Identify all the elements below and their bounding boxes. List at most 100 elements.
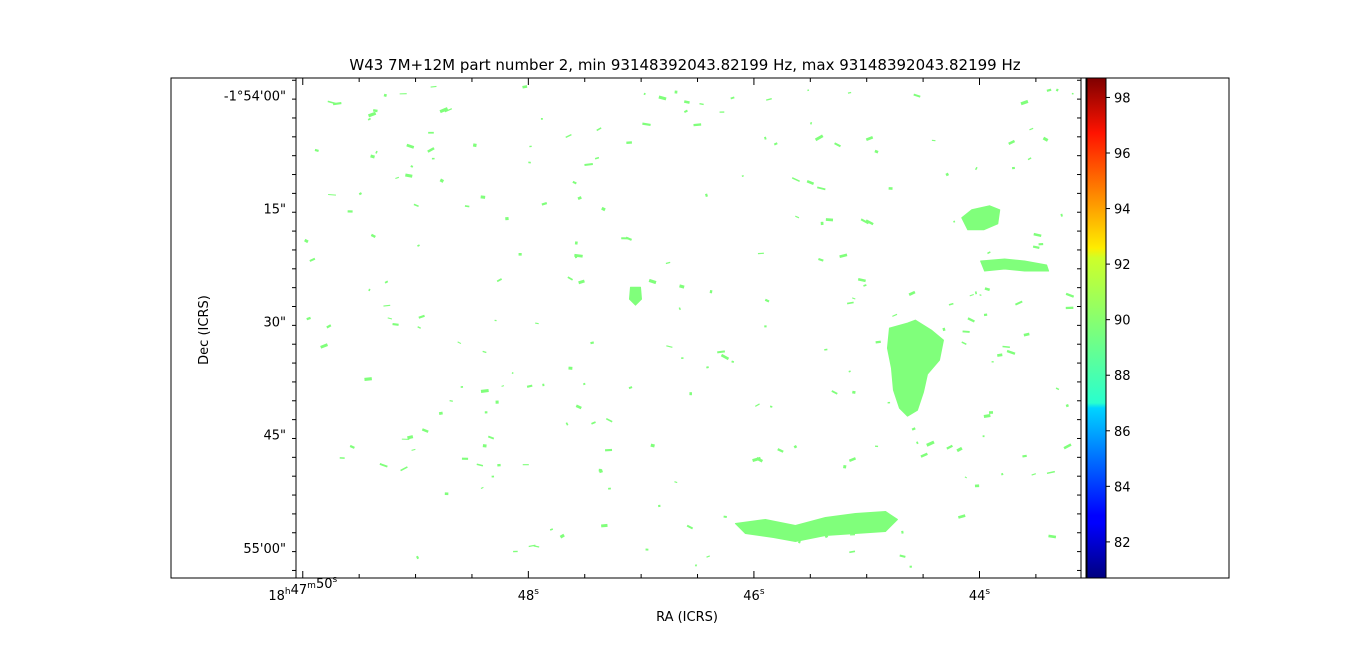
noise-speckle (1048, 534, 1057, 539)
noise-speckle (757, 252, 764, 255)
noise-speckle (839, 253, 848, 258)
image-area (295, 77, 1082, 579)
noise-speckle (1042, 136, 1049, 142)
noise-speckle (961, 341, 967, 345)
noise-speckle (567, 276, 574, 281)
noise-speckle (693, 123, 702, 127)
noise-speckle (824, 348, 828, 351)
noise-speckle (370, 154, 375, 159)
noise-speckle (974, 291, 978, 295)
colorbar-tick-label: 94 (1114, 203, 1131, 218)
noise-speckle (967, 317, 975, 323)
noise-speckle (874, 445, 879, 448)
noise-speckle (974, 166, 978, 171)
noise-speckle (962, 330, 970, 333)
noise-speckle (648, 278, 657, 285)
y-tick-label: 30" (263, 316, 286, 331)
noise-speckle (460, 386, 464, 388)
noise-speckle (416, 555, 420, 560)
noise-speckle (574, 241, 578, 245)
noise-speckle (495, 400, 499, 404)
noise-speckle (529, 145, 532, 148)
noise-speckle (957, 514, 966, 519)
noise-speckle (1046, 88, 1052, 92)
noise-speckle (511, 372, 514, 375)
noise-speckle (601, 523, 608, 528)
noise-speckle (367, 111, 377, 118)
noise-speckle (1022, 454, 1027, 458)
noise-speckle (1008, 139, 1016, 145)
noise-speckle (418, 314, 425, 319)
noise-speckle (370, 233, 376, 239)
source-northeast (961, 205, 1001, 231)
noise-speckle (482, 350, 487, 354)
noise-speckle (379, 463, 388, 468)
noise-speckle (578, 279, 585, 285)
noise-speckle (814, 530, 817, 533)
noise-speckle (1063, 443, 1072, 450)
noise-speckle (843, 464, 847, 469)
noise-speckle (372, 109, 378, 113)
noise-speckle (540, 117, 543, 120)
noise-speckle (704, 193, 708, 197)
noise-speckle (1055, 88, 1059, 92)
noise-speckle (645, 548, 649, 551)
noise-speckle (997, 353, 1003, 357)
noise-speckle (464, 205, 470, 208)
noise-speckle (400, 466, 408, 472)
noise-speckle (392, 323, 399, 326)
noise-speckle (1031, 473, 1037, 476)
noise-speckle (407, 435, 414, 440)
colorbar-tick-label: 86 (1114, 425, 1131, 440)
noise-speckle (887, 401, 891, 404)
noise-speckle (383, 93, 387, 98)
noise-speckle (643, 92, 646, 96)
noise-speckle (814, 134, 824, 142)
colorbar-tick-label: 98 (1114, 91, 1131, 106)
noise-speckle (983, 313, 988, 317)
emission-layer (304, 85, 1075, 568)
noise-speckle (528, 161, 531, 164)
noise-speckle (852, 390, 856, 394)
source-center-small (628, 286, 642, 306)
noise-speckle (948, 302, 954, 306)
noise-speckle (626, 141, 632, 145)
noise-speckle (476, 463, 484, 467)
noise-speckle (694, 564, 698, 567)
noise-speckle (764, 298, 770, 303)
noise-speckle (309, 257, 316, 262)
noise-speckle (1032, 245, 1040, 249)
colorbar-tick-label: 84 (1114, 480, 1131, 495)
noise-speckle (472, 143, 477, 148)
noise-speckle (421, 428, 429, 433)
noise-speckle (480, 195, 486, 199)
noise-speckle (984, 287, 991, 292)
noise-speckle (723, 515, 727, 519)
noise-speckle (874, 149, 879, 154)
noise-speckle (1011, 166, 1015, 170)
noise-speckle (439, 107, 449, 114)
noise-speckle (496, 278, 503, 283)
colorbar-tick-label: 92 (1114, 258, 1131, 273)
noise-speckle (991, 361, 994, 363)
noise-speckle (857, 277, 866, 283)
noise-speckle (428, 131, 434, 134)
noise-speckle (1033, 232, 1042, 237)
noise-speckle (810, 121, 813, 125)
noise-speckle (304, 238, 309, 244)
noise-speckle (848, 370, 851, 373)
noise-speckle (824, 534, 829, 539)
noise-speckle (1065, 306, 1074, 310)
noise-speckle (920, 452, 928, 458)
colorbar-tick-label: 88 (1114, 369, 1131, 384)
noise-speckle (806, 179, 815, 186)
noise-speckle (582, 382, 586, 386)
noise-speckle (773, 142, 778, 146)
noise-speckle (417, 244, 420, 247)
noise-speckle (916, 441, 919, 445)
noise-speckle (974, 484, 980, 488)
noise-speckle (899, 554, 906, 558)
noise-speckle (849, 550, 856, 554)
noise-speckle (594, 156, 600, 160)
noise-speckle (1065, 292, 1075, 298)
